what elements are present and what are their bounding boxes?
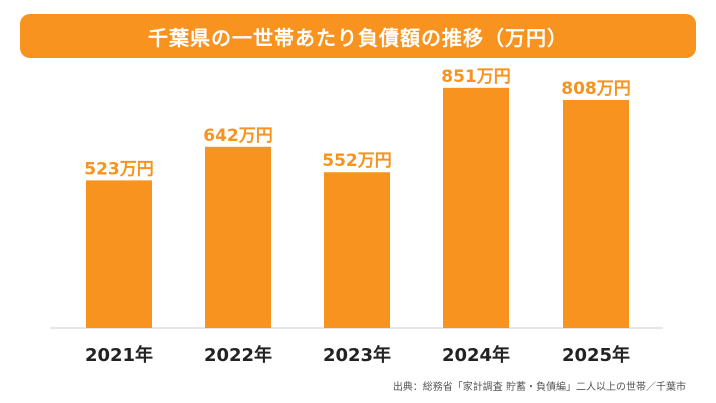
x-tick-label-2: 2023年 — [323, 344, 391, 366]
bar-4 — [563, 99, 629, 328]
data-label-1: 642万円 — [203, 126, 273, 146]
x-tick-label-1: 2022年 — [204, 344, 272, 366]
chart-title: 千葉県の一世帯あたり負債額の推移（万円） — [148, 25, 568, 50]
bar-1 — [205, 146, 271, 328]
bar-2 — [324, 172, 390, 328]
data-label-2: 552万円 — [322, 151, 392, 171]
source-note: 出典：総務省「家計調査 貯蓄・負債編」二人以上の世帯／千葉市 — [392, 382, 686, 393]
chart-title-banner: 千葉県の一世帯あたり負債額の推移（万円） — [20, 14, 696, 58]
data-label-3: 851万円 — [441, 67, 511, 87]
data-label-0: 523万円 — [84, 159, 154, 179]
data-label-4: 808万円 — [561, 79, 631, 99]
x-tick-label-0: 2021年 — [85, 344, 153, 366]
bar-3 — [443, 87, 509, 328]
x-tick-label-4: 2025年 — [562, 344, 630, 366]
bar-0 — [86, 180, 152, 328]
x-tick-label-3: 2024年 — [442, 344, 510, 366]
